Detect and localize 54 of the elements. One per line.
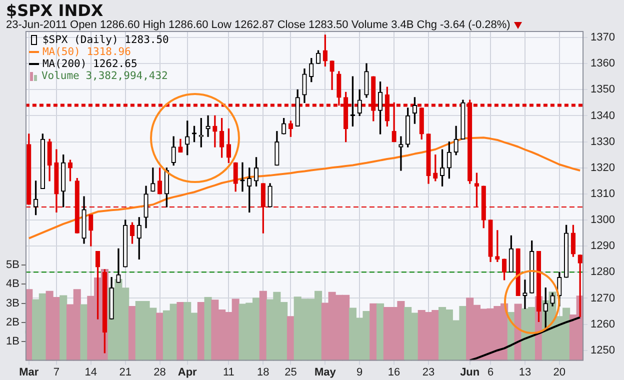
y-tick-label: 1330 — [590, 136, 616, 148]
x-tick-label: 25 — [284, 366, 297, 378]
legend-label: MA(50) 1318.96 — [42, 46, 131, 58]
y-tick-label: 1290 — [590, 240, 616, 252]
y-tick-label: 1370 — [590, 32, 616, 44]
y-tick-label: 1270 — [590, 292, 616, 304]
x-tick-label: 13 — [518, 366, 532, 378]
x-tick-label: 6 — [487, 366, 494, 378]
y2-tick-label: 5B — [6, 258, 20, 271]
y-tick-label: 1260 — [590, 318, 616, 330]
y-tick-label: 1300 — [590, 214, 616, 226]
bar — [376, 303, 384, 361]
bar — [60, 295, 68, 361]
chart-subtitle: 23-Jun-2011 Open 1286.60 High 1286.60 Low 1262.87 Close 1283.50 Volume 3.4B Chg -3.64 (-0.28%) — [6, 19, 510, 31]
y-tick-label: 1310 — [590, 188, 616, 200]
x-tick-label: 28 — [154, 366, 166, 378]
chart-title: $SPX INDX — [6, 1, 104, 20]
x-tick-label: 9 — [356, 366, 363, 378]
x-tick-label: 16 — [388, 366, 400, 378]
bar — [197, 302, 205, 361]
y-tick-label: 1350 — [590, 84, 616, 96]
y-tick-label: 1320 — [590, 162, 616, 174]
bar — [128, 306, 136, 361]
x-tick-label: Mar — [19, 366, 40, 378]
bar — [370, 303, 378, 361]
x-tick-label: May — [314, 366, 337, 378]
bar — [286, 316, 294, 361]
legend-label: MA(200) 1262.65 — [42, 58, 138, 70]
x-tick-label: 21 — [119, 366, 132, 378]
x-tick-label: 20 — [553, 366, 566, 378]
x-tick-label: 11 — [222, 366, 234, 378]
candlestick — [212, 115, 218, 148]
y2-tick-label: 2B — [6, 316, 20, 328]
bar — [176, 302, 184, 361]
candlestick — [398, 136, 404, 171]
bar — [259, 290, 267, 361]
y-tick-label: 1250 — [590, 344, 616, 356]
legend-label: Volume 3,382,994,432 — [41, 70, 168, 82]
x-tick-label: Apr — [178, 366, 198, 378]
y2-tick-label: 3B — [6, 297, 20, 310]
y-tick-label: 1280 — [590, 266, 616, 278]
bar — [156, 312, 164, 361]
y2-tick-label: 1B — [6, 336, 20, 348]
y-tick-label: 1360 — [590, 58, 616, 70]
y-tick-label: 1340 — [590, 110, 616, 122]
x-tick-label: Jun — [460, 366, 480, 378]
x-tick-label: 23 — [422, 366, 435, 378]
x-tick-label: 7 — [53, 366, 60, 378]
x-tick-label: 14 — [84, 366, 98, 378]
y2-tick-label: 4B — [6, 278, 20, 290]
legend-label: $SPX (Daily) 1283.50 — [42, 34, 169, 46]
candlestick — [206, 115, 210, 137]
bar — [80, 304, 88, 361]
x-tick-label: 18 — [257, 366, 270, 378]
